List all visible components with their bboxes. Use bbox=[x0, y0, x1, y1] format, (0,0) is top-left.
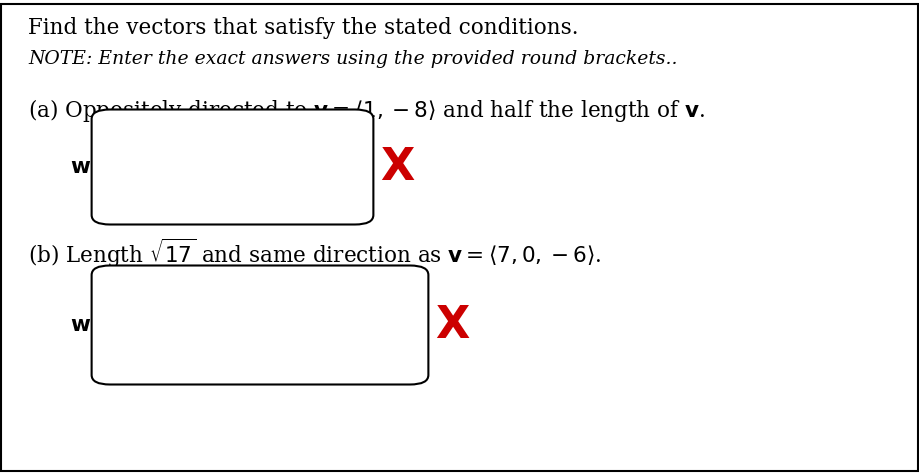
Text: $\mathbf{X}$: $\mathbf{X}$ bbox=[435, 304, 471, 347]
Text: $\mathbf{w} =$: $\mathbf{w} =$ bbox=[70, 314, 112, 336]
Text: (b) Length $\sqrt{17}$ and same direction as $\mathbf{v} = \langle 7, 0, -6 \ran: (b) Length $\sqrt{17}$ and same directio… bbox=[28, 237, 601, 270]
Text: (a) Oppositely directed to $\mathbf{v} = \langle 1, -8 \rangle$ and half the len: (a) Oppositely directed to $\mathbf{v} =… bbox=[28, 97, 705, 124]
Text: Find the vectors that satisfy the stated conditions.: Find the vectors that satisfy the stated… bbox=[28, 17, 578, 39]
Text: $\left(\dfrac{1}{2}, 4\right)$: $\left(\dfrac{1}{2}, 4\right)$ bbox=[125, 143, 199, 191]
Text: $\mathbf{w} =$: $\mathbf{w} =$ bbox=[70, 156, 112, 178]
Text: $\left(\dfrac{1}{5}, 0, -\dfrac{6}{5}\right)$: $\left(\dfrac{1}{5}, 0, -\dfrac{6}{5}\ri… bbox=[125, 301, 262, 349]
Text: NOTE: Enter the exact answers using the provided round brackets..: NOTE: Enter the exact answers using the … bbox=[28, 50, 677, 68]
Text: $\mathbf{X}$: $\mathbf{X}$ bbox=[380, 145, 415, 189]
